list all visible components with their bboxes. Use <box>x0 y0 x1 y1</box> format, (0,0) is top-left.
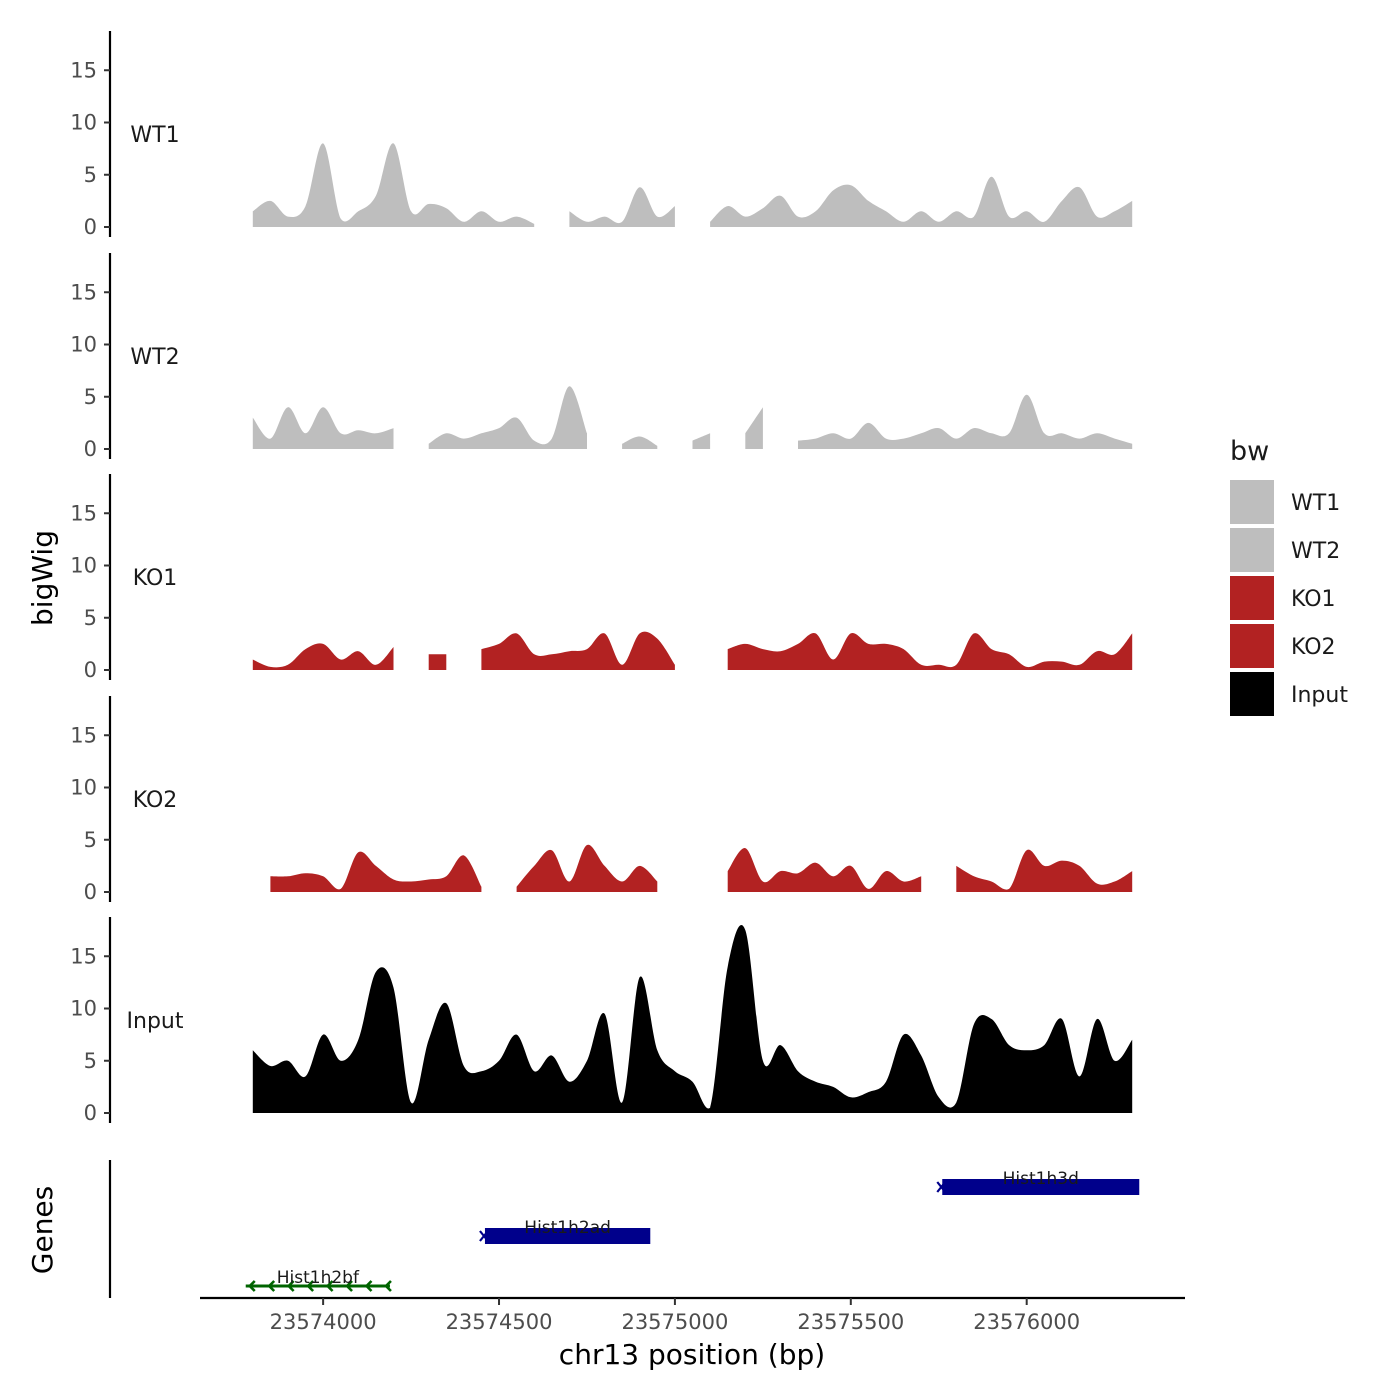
coverage-area <box>745 407 763 449</box>
y-tick-label: 5 <box>84 163 97 187</box>
legend-item-KO2: KO2 <box>1230 624 1336 668</box>
x-tick-label: 23574500 <box>446 1310 553 1334</box>
coverage-area <box>727 848 922 892</box>
y-tick-label: 15 <box>70 58 97 82</box>
legend-label: KO2 <box>1291 635 1336 660</box>
legend-item-WT1: WT1 <box>1230 480 1340 524</box>
y-tick-label: 15 <box>70 944 97 968</box>
coverage-area <box>622 436 658 449</box>
y-tick-label: 10 <box>70 554 97 578</box>
legend-swatch <box>1230 576 1274 620</box>
coverage-area <box>252 643 394 670</box>
legend-title: bw <box>1230 436 1269 467</box>
legend-items: WT1 WT2 KO1 KO2 Input <box>1230 480 1348 716</box>
track-label: KO2 <box>133 788 178 813</box>
y-tick-label: 15 <box>70 723 97 747</box>
y-tick-label: 0 <box>84 880 97 904</box>
strand-arrow <box>267 1280 276 1292</box>
track-KO1: 0 5 10 15 KO1 <box>70 474 1133 682</box>
x-tick-label: 23575000 <box>621 1310 728 1334</box>
legend-label: Input <box>1291 683 1348 708</box>
strand-arrow <box>936 1181 947 1193</box>
gene-track: Hist1h2bf Hist1h2ad Hist1h3d <box>108 1160 1140 1298</box>
gene-exon <box>942 1179 1140 1195</box>
gene-label: Hist1h3d <box>1003 1169 1079 1189</box>
coverage-area <box>428 386 587 449</box>
coverage-area <box>270 851 482 892</box>
track-label: Input <box>127 1009 184 1034</box>
legend-item-WT2: WT2 <box>1230 528 1340 572</box>
bigwig-tracks: 0 5 10 15 WT1 0 5 10 15 WT2 0 5 10 15 KO1 0 5 10 15 KO2 0 5 10… <box>70 31 1133 1125</box>
track-label: KO1 <box>133 566 178 591</box>
x-tick-label: 23576000 <box>973 1310 1080 1334</box>
genes-axis-title: Genes <box>26 1186 59 1274</box>
strand-arrow <box>286 1280 295 1292</box>
gene-Hist1h2ad: Hist1h2ad <box>479 1218 651 1244</box>
strand-arrow <box>364 1280 373 1292</box>
legend-item-KO1: KO1 <box>1230 576 1336 620</box>
legend-swatch <box>1230 672 1274 716</box>
track-Input: 0 5 10 15 Input <box>70 917 1133 1125</box>
coverage-area <box>692 433 711 449</box>
track-label: WT1 <box>130 123 179 148</box>
legend-swatch <box>1230 528 1274 572</box>
x-tick-label: 23574000 <box>270 1310 377 1334</box>
gene-Hist1h2bf: Hist1h2bf <box>245 1268 392 1292</box>
coverage-area <box>569 187 675 227</box>
track-KO2: 0 5 10 15 KO2 <box>70 696 1133 904</box>
y-tick-label: 5 <box>84 1049 97 1073</box>
x-tick-label: 23575500 <box>797 1310 904 1334</box>
coverage-area <box>798 394 1133 449</box>
gene-label: Hist1h2ad <box>524 1218 611 1238</box>
coverage-area <box>516 844 658 892</box>
legend: bw WT1 WT2 KO1 KO2 Input <box>1230 436 1348 716</box>
coverage-area <box>252 925 1133 1113</box>
strand-arrow <box>479 1230 489 1242</box>
legend-swatch <box>1230 480 1274 524</box>
y-tick-label: 5 <box>84 385 97 409</box>
y-tick-label: 5 <box>84 606 97 630</box>
track-WT1: 0 5 10 15 WT1 <box>70 31 1133 239</box>
strand-arrow <box>325 1280 334 1292</box>
legend-label: WT2 <box>1291 539 1340 564</box>
legend-item-Input: Input <box>1230 672 1348 716</box>
track-label: WT2 <box>130 345 179 370</box>
y-tick-label: 15 <box>70 501 97 525</box>
gene-label: Hist1h2bf <box>277 1268 360 1288</box>
y-tick-label: 5 <box>84 828 97 852</box>
x-ticks: 23574000 23574500 23575000 23575500 23576000 <box>270 1298 1080 1334</box>
x-axis: 23574000 23574500 23575000 23575500 23576000 <box>200 1296 1185 1334</box>
coverage-area <box>481 631 675 670</box>
gene-exon <box>484 1228 651 1244</box>
track-WT2: 0 5 10 15 WT2 <box>70 253 1133 461</box>
coverage-area <box>727 632 1133 670</box>
y-tick-label: 0 <box>84 1101 97 1125</box>
legend-label: KO1 <box>1291 587 1336 612</box>
legend-label: WT1 <box>1291 491 1340 516</box>
coverage-area <box>252 143 535 227</box>
strand-arrow <box>384 1280 392 1292</box>
y-tick-label: 10 <box>70 776 97 800</box>
y-tick-label: 10 <box>70 333 97 357</box>
strand-arrow <box>345 1280 353 1292</box>
y-tick-label: 10 <box>70 111 97 135</box>
x-axis-title: chr13 position (bp) <box>559 1338 825 1371</box>
y-axis-title: bigWig <box>26 530 59 626</box>
coverage-area <box>710 176 1133 227</box>
gene-Hist1h3d: Hist1h3d <box>936 1169 1140 1195</box>
coverage-area <box>956 849 1133 892</box>
coverage-area <box>252 407 394 449</box>
y-tick-label: 10 <box>70 997 97 1021</box>
legend-swatch <box>1230 624 1274 668</box>
strand-arrow <box>306 1280 315 1292</box>
y-tick-label: 0 <box>84 437 97 461</box>
y-tick-label: 15 <box>70 280 97 304</box>
coverage-area <box>428 654 447 670</box>
strand-arrow <box>247 1280 256 1292</box>
y-tick-label: 0 <box>84 658 97 682</box>
y-tick-label: 0 <box>84 215 97 239</box>
